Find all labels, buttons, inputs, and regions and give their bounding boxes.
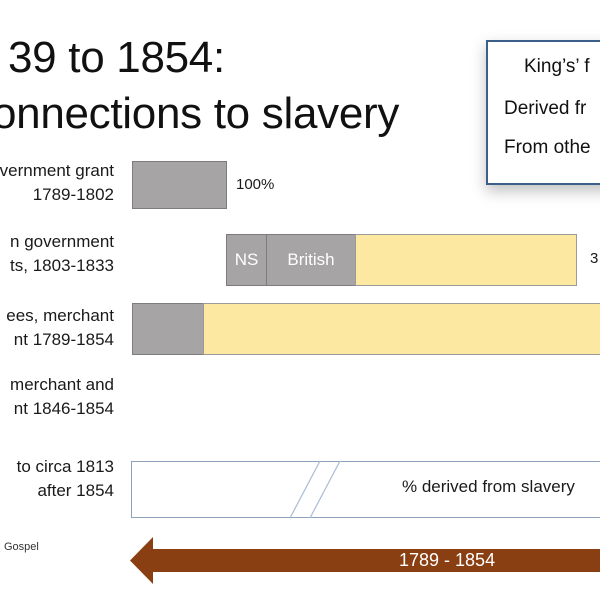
hatch-line <box>290 461 321 518</box>
row-label-line: vernment grant <box>0 161 114 180</box>
bar-value-label: 3 <box>590 250 599 267</box>
legend-item-kings-funds: King’s’ f <box>524 56 590 77</box>
row-label-line: nt 1846-1854 <box>13 399 114 418</box>
period-arrow-label: 1789 - 1854 <box>399 550 496 570</box>
row-label-line: 1789-1802 <box>32 185 114 204</box>
bar-segment-government-grant <box>132 161 227 209</box>
bar-value-label: 100% <box>236 176 275 193</box>
row-label-line: n government <box>10 232 114 251</box>
row-label: vernment grant 1789-1802 <box>0 159 114 207</box>
hatch-line <box>309 461 341 518</box>
chart-title-line-2: onnections to slavery <box>0 89 400 138</box>
legend-item-from-other: From othe <box>504 137 591 158</box>
bar-hatch-break <box>290 461 341 518</box>
footnote: Gospel <box>4 541 39 553</box>
bar-derived-from-slavery-outline <box>131 461 600 518</box>
bar-segment-slavery-derived <box>355 234 577 286</box>
row-label: n government ts, 1803-1833 <box>10 230 114 278</box>
bar-segment-ns: NS <box>226 234 267 286</box>
chart-title-line-1: 39 to 1854: <box>8 33 225 82</box>
row-label: ees, merchant nt 1789-1854 <box>6 304 114 352</box>
bar-value-label: % derived from slavery <box>402 477 575 496</box>
row-label-line: nt 1789-1854 <box>13 330 114 349</box>
row-label-line: ees, merchant <box>6 306 114 325</box>
legend-item-derived-from-slavery: Derived fr <box>504 98 587 119</box>
period-arrow <box>130 537 600 584</box>
row-label-line: to circa 1813 <box>16 457 114 476</box>
row-label: merchant and nt 1846-1854 <box>10 373 114 421</box>
row-label-line: after 1854 <box>37 481 114 500</box>
bar-segment-slavery-derived <box>203 303 600 355</box>
legend: King’s’ f Derived fr From othe <box>486 40 600 185</box>
bar-segment-british: British <box>266 234 356 286</box>
row-label-line: ts, 1803-1833 <box>10 256 114 275</box>
arrow-shape <box>130 537 600 584</box>
row-label-line: merchant and <box>10 375 114 394</box>
bar-segment-fees <box>132 303 204 355</box>
row-label: to circa 1813 after 1854 <box>17 455 114 503</box>
